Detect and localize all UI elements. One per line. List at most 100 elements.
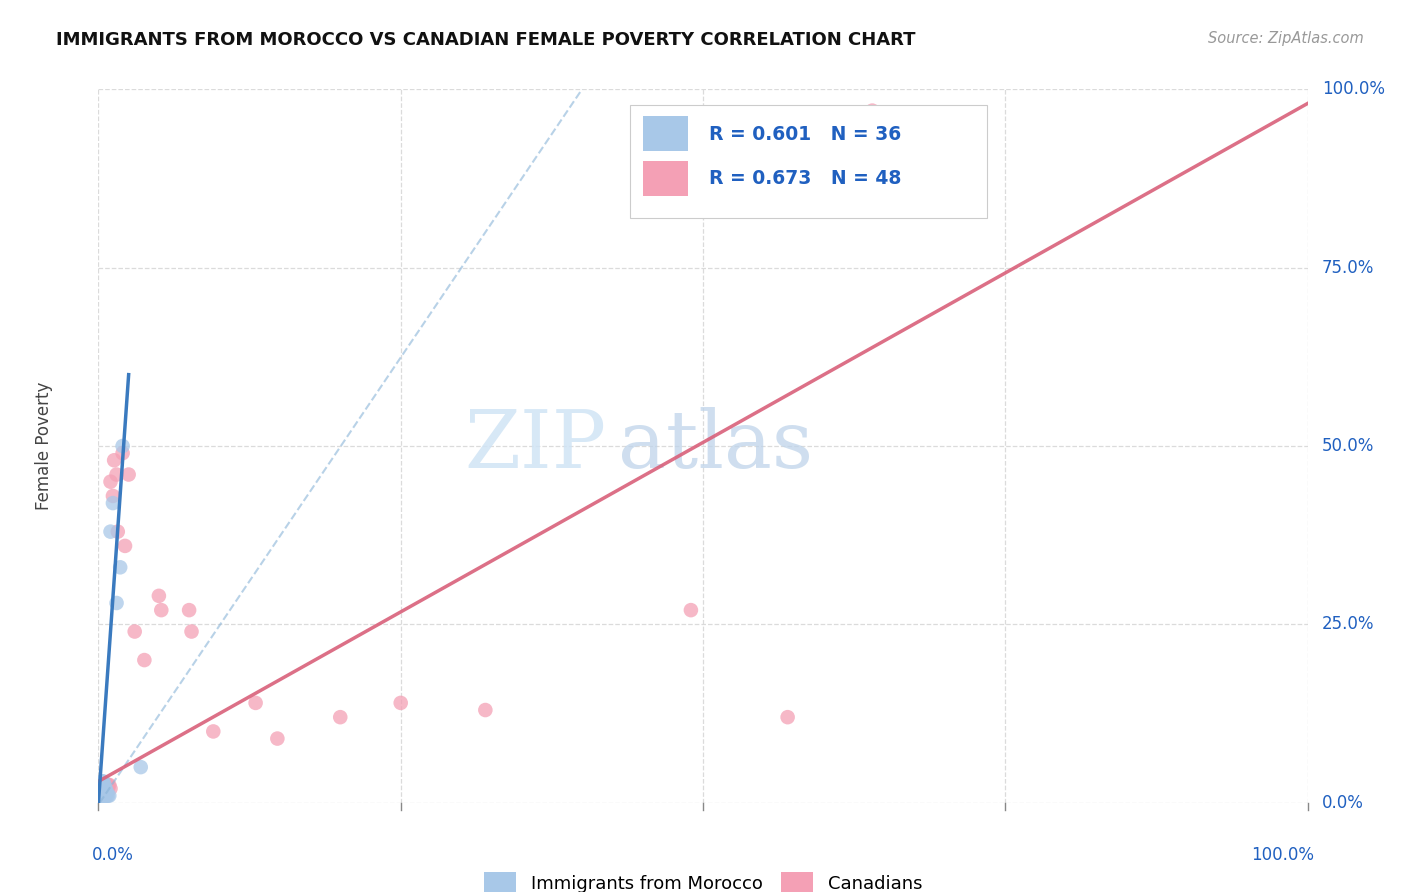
Point bbox=[103, 453, 125, 467]
Point bbox=[860, 103, 883, 118]
Point bbox=[96, 781, 118, 796]
Point bbox=[89, 785, 111, 799]
Text: ZIP: ZIP bbox=[464, 407, 606, 485]
Point bbox=[100, 475, 122, 489]
Point bbox=[105, 467, 128, 482]
Point bbox=[91, 789, 114, 803]
Point bbox=[124, 624, 146, 639]
Point bbox=[91, 778, 114, 792]
Point bbox=[94, 781, 117, 796]
Point bbox=[94, 785, 117, 799]
Point bbox=[114, 539, 136, 553]
Point bbox=[266, 731, 288, 746]
Point bbox=[89, 789, 111, 803]
Point bbox=[100, 781, 122, 796]
Text: IMMIGRANTS FROM MOROCCO VS CANADIAN FEMALE POVERTY CORRELATION CHART: IMMIGRANTS FROM MOROCCO VS CANADIAN FEMA… bbox=[56, 31, 915, 49]
Point bbox=[91, 781, 114, 796]
Point bbox=[94, 789, 117, 803]
Point bbox=[105, 596, 128, 610]
Point bbox=[101, 496, 124, 510]
Point bbox=[90, 781, 112, 796]
Point bbox=[97, 781, 120, 796]
Text: atlas: atlas bbox=[619, 407, 814, 485]
Point bbox=[94, 778, 117, 792]
Point bbox=[679, 603, 702, 617]
Point bbox=[245, 696, 267, 710]
Point bbox=[96, 778, 118, 792]
Point bbox=[94, 781, 117, 796]
Point bbox=[91, 785, 114, 799]
Point bbox=[91, 774, 114, 789]
Point bbox=[90, 792, 112, 806]
Point bbox=[91, 774, 114, 789]
Point bbox=[90, 781, 112, 796]
Legend: Immigrants from Morocco, Canadians: Immigrants from Morocco, Canadians bbox=[484, 872, 922, 892]
Point bbox=[90, 792, 112, 806]
Point bbox=[89, 781, 111, 796]
Point bbox=[148, 589, 170, 603]
FancyBboxPatch shape bbox=[643, 116, 689, 152]
Point bbox=[91, 785, 114, 799]
Text: 50.0%: 50.0% bbox=[1322, 437, 1375, 455]
Text: 75.0%: 75.0% bbox=[1322, 259, 1375, 277]
Point bbox=[93, 778, 115, 792]
Point bbox=[474, 703, 496, 717]
Point bbox=[389, 696, 412, 710]
Point bbox=[89, 792, 111, 806]
Text: Female Poverty: Female Poverty bbox=[35, 382, 53, 510]
Point bbox=[90, 778, 112, 792]
Point bbox=[177, 603, 201, 617]
Point bbox=[91, 785, 114, 799]
Point bbox=[96, 789, 118, 803]
Point bbox=[111, 446, 134, 460]
Point bbox=[94, 789, 117, 803]
Point bbox=[150, 603, 173, 617]
Point bbox=[129, 760, 152, 774]
Point bbox=[202, 724, 225, 739]
Point bbox=[776, 710, 799, 724]
Point bbox=[91, 781, 114, 796]
Point bbox=[98, 789, 121, 803]
Point bbox=[93, 785, 115, 799]
Point bbox=[98, 778, 121, 792]
Point bbox=[90, 789, 112, 803]
Point bbox=[93, 789, 115, 803]
Point bbox=[90, 785, 112, 799]
Point bbox=[101, 489, 124, 503]
Point bbox=[90, 785, 112, 799]
FancyBboxPatch shape bbox=[643, 161, 689, 196]
Point bbox=[89, 785, 111, 799]
Point bbox=[108, 560, 131, 574]
Point bbox=[89, 789, 111, 803]
Point bbox=[91, 792, 114, 806]
Point bbox=[91, 789, 114, 803]
Point bbox=[96, 785, 118, 799]
Point bbox=[96, 785, 118, 799]
Text: Source: ZipAtlas.com: Source: ZipAtlas.com bbox=[1208, 31, 1364, 46]
Point bbox=[180, 624, 202, 639]
Point bbox=[111, 439, 134, 453]
Text: R = 0.673   N = 48: R = 0.673 N = 48 bbox=[709, 169, 901, 188]
Point bbox=[100, 524, 122, 539]
Point bbox=[91, 781, 114, 796]
Point bbox=[89, 792, 111, 806]
Point bbox=[91, 778, 114, 792]
Point bbox=[91, 789, 114, 803]
Point bbox=[93, 778, 115, 792]
Point bbox=[93, 781, 115, 796]
Point bbox=[107, 524, 129, 539]
Point bbox=[93, 785, 115, 799]
Point bbox=[118, 467, 141, 482]
Point bbox=[329, 710, 352, 724]
Point bbox=[97, 789, 120, 803]
Text: 0.0%: 0.0% bbox=[1322, 794, 1364, 812]
Text: 25.0%: 25.0% bbox=[1322, 615, 1375, 633]
Text: 100.0%: 100.0% bbox=[1250, 846, 1313, 863]
Point bbox=[91, 781, 114, 796]
Text: 0.0%: 0.0% bbox=[93, 846, 134, 863]
Point bbox=[97, 778, 120, 792]
Point bbox=[134, 653, 156, 667]
Text: 100.0%: 100.0% bbox=[1322, 80, 1385, 98]
FancyBboxPatch shape bbox=[630, 105, 987, 218]
Point bbox=[90, 789, 112, 803]
